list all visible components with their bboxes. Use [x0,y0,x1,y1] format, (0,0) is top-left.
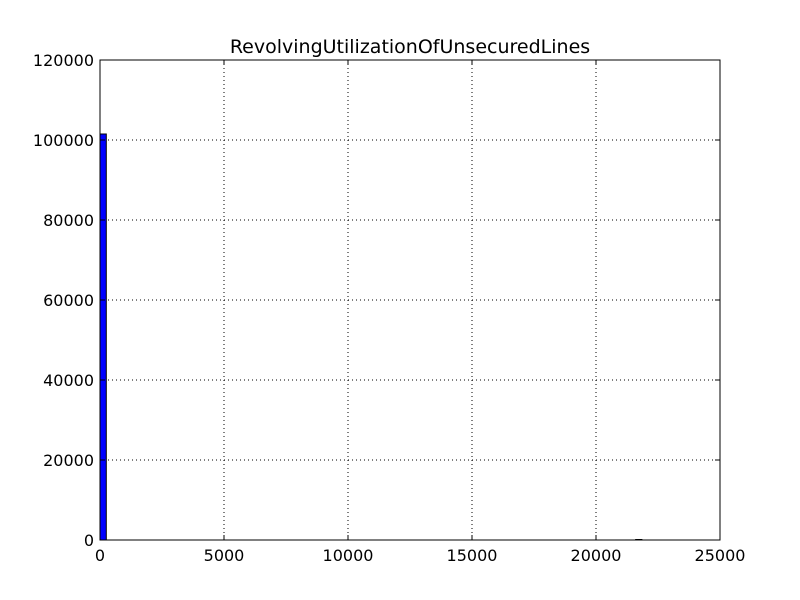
x-tick-label: 0 [95,546,105,565]
y-tick-label: 40000 [43,371,94,390]
x-tick-label: 5000 [204,546,245,565]
y-tick-label: 100000 [33,131,94,150]
chart-title: RevolvingUtilizationOfUnsecuredLines [230,36,590,58]
x-axis: 0 5000 10000 15000 20000 25000 [95,60,746,565]
y-tick-label: 20000 [43,451,94,470]
y-tick-label: 120000 [33,51,94,70]
y-tick-label: 80000 [43,211,94,230]
y-tick-label: 60000 [43,291,94,310]
y-axis: 0 20000 40000 60000 80000 100000 120000 [33,51,720,550]
x-tick-label: 15000 [447,546,498,565]
y-tick-label: 0 [84,531,94,550]
x-tick-label: 25000 [695,546,746,565]
grid [100,60,720,540]
x-tick-label: 20000 [571,546,622,565]
x-tick-label: 10000 [323,546,374,565]
histogram-bar [99,133,107,541]
